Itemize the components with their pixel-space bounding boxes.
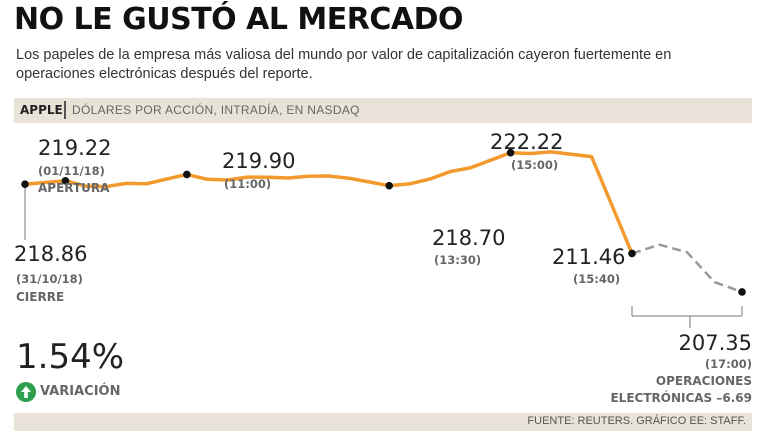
annotation-1500: 222.22 (15:00) (490, 130, 563, 172)
band-divider (64, 101, 66, 119)
annotation-1100: 219.90 (11:00) (222, 149, 295, 191)
company-label: APPLE (20, 103, 63, 117)
point-open (61, 176, 70, 185)
series-line-regular (23, 150, 634, 256)
chart-description: DÓLARES POR ACCIÓN, INTRADÍA, EN NASDAQ (72, 103, 360, 117)
p1330-value: 218.70 (432, 226, 505, 250)
close-date: (31/10/18) (16, 272, 83, 286)
p1700-date: (17:00) (705, 357, 752, 371)
p1540-value: 211.46 (552, 245, 625, 269)
page-title: NO LE GUSTÓ AL MERCADO (14, 2, 463, 37)
arrow-up-icon (16, 382, 36, 402)
variation-value: 1.54% (16, 337, 125, 377)
point-1500 (506, 148, 515, 157)
close-value: 218.86 (14, 242, 87, 266)
footer-band: FUENTE: REUTERS. GRÁFICO EE: STAFF. (14, 413, 752, 431)
point-1700 (738, 288, 746, 296)
electronic-change: ELECTRÓNICAS –6.69 (610, 390, 752, 405)
point-close (21, 180, 29, 188)
source-credit: FUENTE: REUTERS. GRÁFICO EE: STAFF. (527, 415, 746, 427)
annotation-1330: 218.70 (13:30) (432, 226, 505, 267)
point-1540 (628, 249, 636, 258)
p1100-value: 219.90 (222, 149, 295, 173)
data-points (21, 148, 746, 296)
p1500-value: 222.22 (490, 130, 563, 154)
point-1330 (385, 181, 394, 190)
annotation-1700: 207.35 (17:00) OPERACIONES ELECTRÓNICAS … (610, 331, 752, 405)
open-label: APERTURA (38, 181, 110, 195)
p1100-date: (11:00) (224, 177, 271, 191)
chart-header-band: APPLE DÓLARES POR ACCIÓN, INTRADÍA, EN N… (14, 98, 752, 123)
p1330-date: (13:30) (434, 253, 481, 267)
leader-lines (24, 184, 743, 328)
variation-label: VARIACIÓN (40, 384, 121, 399)
annotation-open: 219.22 (01/11/18) APERTURA (38, 136, 111, 195)
open-date: (01/11/18) (38, 164, 105, 178)
close-label: CIERRE (16, 290, 64, 304)
electronic-label: OPERACIONES (656, 374, 752, 388)
point-1100 (183, 170, 191, 179)
p1700-value: 207.35 (679, 331, 752, 355)
page-subtitle: Los papeles de la empresa más valiosa de… (16, 47, 672, 82)
open-value: 219.22 (38, 136, 111, 160)
series-line-electronic (631, 243, 743, 294)
p1540-date: (15:40) (573, 272, 620, 286)
p1500-date: (15:00) (511, 158, 558, 172)
annotation-close: 218.86 (31/10/18) CIERRE (14, 242, 87, 304)
annotation-1540: 211.46 (15:40) (552, 245, 625, 286)
